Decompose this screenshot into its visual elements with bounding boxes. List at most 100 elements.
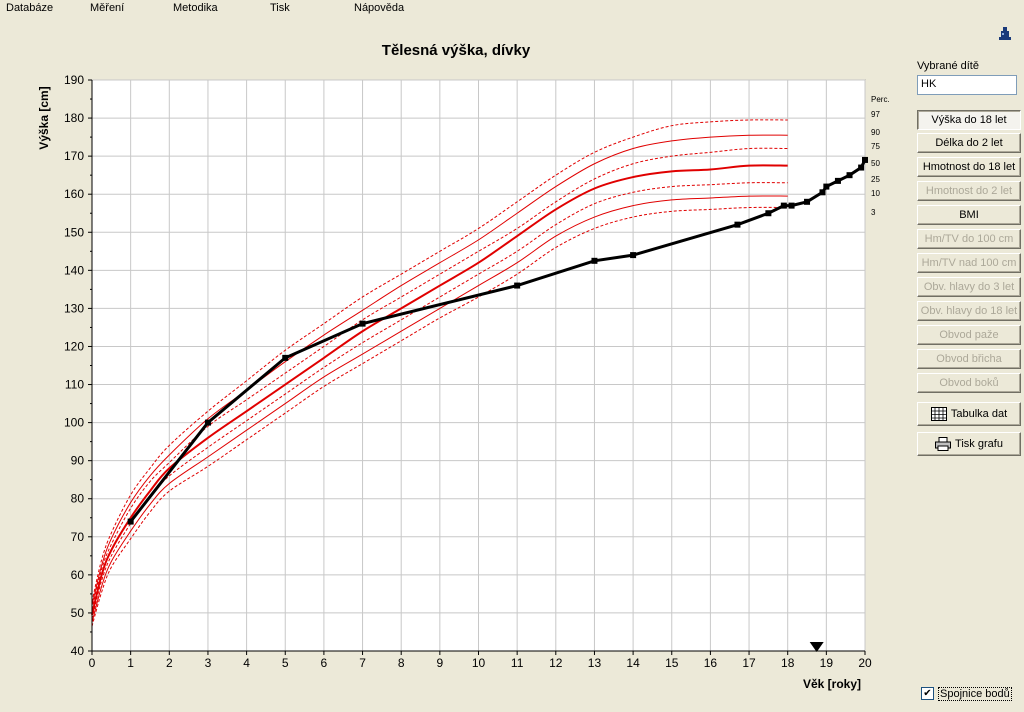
x-tick-label: 11 (511, 656, 524, 670)
measurement-point[interactable] (734, 221, 741, 228)
x-tick-label: 0 (89, 656, 96, 670)
percentile-curve-10 (91, 195, 788, 623)
x-tick-label: 7 (359, 656, 366, 670)
measurement-point[interactable] (819, 189, 826, 196)
y-tick-label: 160 (64, 187, 84, 201)
chart-button-9[interactable]: Obvod paže (917, 325, 1021, 345)
percentile-label: 97 (871, 110, 880, 119)
child-label: Vybrané dítě (917, 60, 979, 72)
menu-bar: Databáze Měření Metodika Tisk Nápověda (0, 0, 1024, 16)
percentile-curve-90 (91, 134, 788, 606)
y-tick-label: 130 (64, 301, 84, 315)
measurement-point[interactable] (780, 202, 787, 209)
x-tick-label: 2 (166, 656, 173, 670)
y-tick-label: 80 (71, 492, 85, 506)
percentile-curve-97 (91, 119, 788, 602)
x-tick-label: 9 (437, 656, 444, 670)
y-tick-label: 180 (64, 111, 84, 125)
percentile-header: Perc. (871, 95, 890, 104)
x-tick-label: 8 (398, 656, 405, 670)
table-grid-icon (930, 407, 947, 422)
percentile-labels: 97 90 75 50 25 10 3 (871, 110, 880, 217)
y-tick-label: 100 (64, 416, 84, 430)
measurement-point[interactable] (858, 164, 865, 171)
measurement-series (127, 156, 868, 525)
y-tick-label: 140 (64, 263, 84, 277)
child-input[interactable]: HK (917, 75, 1017, 95)
chart-button-0[interactable]: Výška do 18 let (917, 110, 1021, 130)
connect-points-checkbox[interactable]: ✔ Spojnice bodů (921, 686, 1012, 701)
current-age-marker (809, 642, 824, 652)
chart-button-6[interactable]: Hm/TV nad 100 cm (917, 253, 1021, 273)
chart-button-10[interactable]: Obvod břicha (917, 349, 1021, 369)
measurement-point[interactable] (591, 257, 598, 264)
percentile-curve-3 (91, 206, 788, 627)
x-tick-label: 6 (321, 656, 328, 670)
x-tick-label: 14 (626, 656, 640, 670)
measurement-point[interactable] (834, 177, 841, 184)
chart-button-7[interactable]: Obv. hlavy do 3 let (917, 277, 1021, 297)
print-button[interactable]: Tisk grafu (917, 432, 1021, 456)
y-axis-label: Výška [cm] (37, 86, 51, 149)
checkbox-box[interactable]: ✔ (921, 687, 934, 700)
x-tick-label: 18 (781, 656, 795, 670)
chart-button-4[interactable]: BMI (917, 205, 1021, 225)
x-tick-label: 20 (858, 656, 872, 670)
x-tick-label: 13 (588, 656, 602, 670)
percentile-label: 90 (871, 128, 880, 137)
y-tick-label: 190 (64, 73, 84, 87)
menu-databaze[interactable]: Databáze (6, 2, 54, 14)
chart-button-3[interactable]: Hmotnost do 2 let (917, 181, 1021, 201)
measurement-point[interactable] (359, 320, 366, 327)
y-tick-label: 50 (71, 606, 85, 620)
measurement-point[interactable] (204, 419, 211, 426)
chart-button-5[interactable]: Hm/TV do 100 cm (917, 229, 1021, 249)
measurement-point[interactable] (823, 183, 830, 190)
y-tick-label: 120 (64, 339, 84, 353)
y-tick-label: 110 (65, 378, 84, 392)
measurement-point[interactable] (788, 202, 795, 209)
x-tick-label: 1 (127, 656, 134, 670)
y-tick-label: 60 (71, 568, 85, 582)
percentile-label: 25 (871, 175, 880, 184)
measurement-point[interactable] (282, 354, 289, 361)
y-tick-label: 40 (71, 644, 85, 658)
menu-metodika[interactable]: Metodika (173, 2, 218, 14)
x-axis-label: Věk [roky] (803, 677, 861, 691)
x-tick-label: 4 (243, 656, 250, 670)
growth-chart: 0 1 2 3 4 5 6 7 8 9 10 11 12 13 14 15 16 17 18 19 2040506070… (37, 73, 890, 691)
axes: 0 1 2 3 4 5 6 7 8 9 10 11 12 13 14 15 16 17 18 19 2040506070… (64, 73, 872, 670)
x-tick-label: 17 (742, 656, 756, 670)
x-tick-label: 12 (549, 656, 563, 670)
chart-button-8[interactable]: Obv. hlavy do 18 let (917, 301, 1021, 321)
chart-title: Tělesná výška, dívky (381, 42, 531, 59)
chart-button-2[interactable]: Hmotnost do 18 let (917, 157, 1021, 177)
percentile-label: 50 (871, 159, 880, 168)
chart-button-1[interactable]: Délka do 2 let (917, 133, 1021, 153)
x-tick-label: 3 (205, 656, 212, 670)
measurement-point[interactable] (127, 518, 134, 525)
chart-button-11[interactable]: Obvod boků (917, 373, 1021, 393)
percentile-label: 3 (871, 208, 876, 217)
y-tick-label: 70 (71, 530, 85, 544)
measurement-point[interactable] (804, 198, 811, 205)
y-tick-label: 150 (64, 225, 84, 239)
measurement-point[interactable] (630, 252, 637, 259)
x-tick-label: 16 (704, 656, 718, 670)
measurement-point[interactable] (514, 282, 521, 289)
x-tick-label: 10 (472, 656, 486, 670)
measurement-point[interactable] (846, 172, 853, 179)
percentile-label: 75 (871, 142, 880, 151)
menu-napoveda[interactable]: Nápověda (354, 2, 405, 14)
percentile-label: 10 (871, 189, 880, 198)
measurement-point[interactable] (765, 210, 772, 217)
grid-lines (91, 79, 866, 652)
printer-person-icon[interactable] (997, 26, 1013, 42)
menu-mereni[interactable]: Měření (90, 2, 125, 14)
percentile-curve-75 (91, 147, 788, 610)
menu-tisk[interactable]: Tisk (270, 2, 290, 14)
y-tick-label: 170 (64, 149, 84, 163)
x-tick-label: 15 (665, 656, 679, 670)
measurement-point[interactable] (862, 156, 868, 163)
table-button[interactable]: Tabulka dat (917, 402, 1021, 426)
